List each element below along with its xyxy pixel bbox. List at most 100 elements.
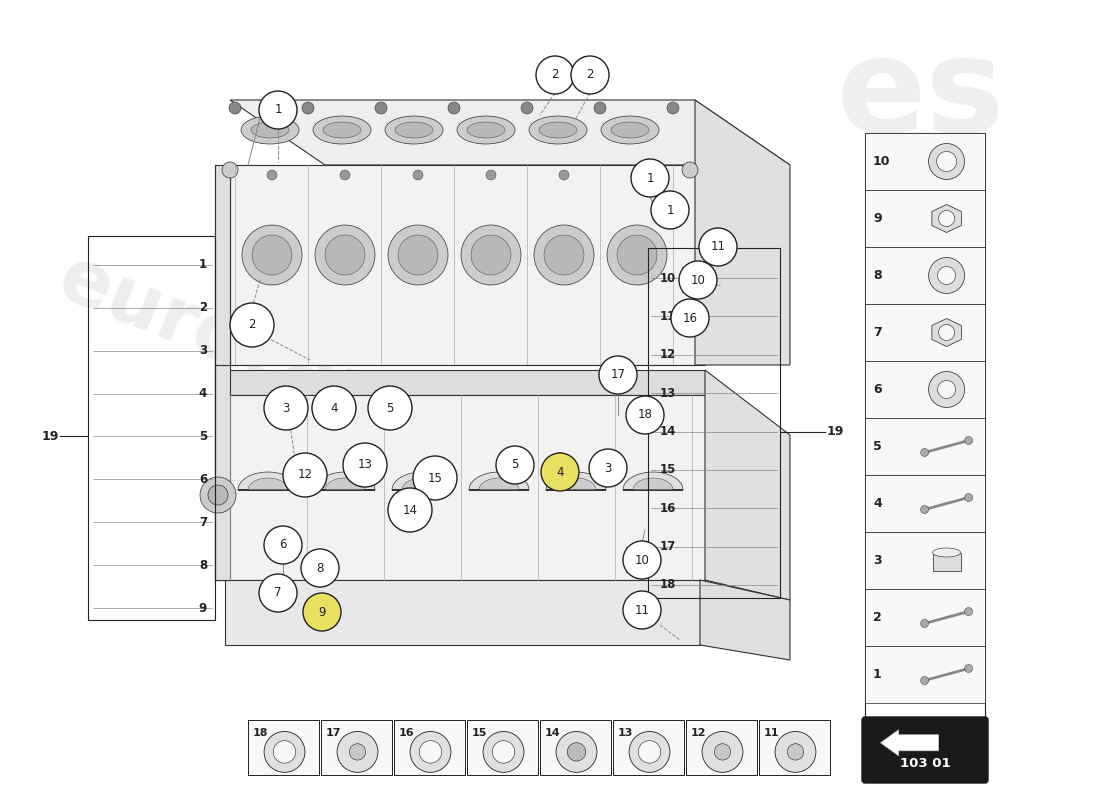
Circle shape (559, 170, 569, 180)
Polygon shape (932, 205, 961, 233)
Text: 19: 19 (826, 425, 844, 438)
Circle shape (521, 102, 534, 114)
Bar (865, 361, 984, 418)
Circle shape (315, 225, 375, 285)
Text: 15: 15 (660, 463, 676, 476)
Circle shape (375, 102, 387, 114)
Text: 6: 6 (873, 383, 881, 396)
Circle shape (594, 102, 606, 114)
Text: 11: 11 (711, 241, 726, 254)
Text: 13: 13 (660, 386, 676, 400)
Text: 17: 17 (610, 369, 626, 382)
Text: 11: 11 (635, 603, 649, 617)
Circle shape (337, 731, 378, 772)
Polygon shape (632, 478, 673, 490)
Circle shape (788, 744, 804, 760)
Text: 5: 5 (199, 430, 207, 443)
Circle shape (928, 143, 965, 179)
Circle shape (264, 731, 305, 772)
Circle shape (368, 386, 412, 430)
Text: 10: 10 (873, 155, 891, 168)
Circle shape (410, 731, 451, 772)
Text: 10: 10 (660, 271, 676, 285)
Text: 4: 4 (557, 466, 563, 478)
Text: 2: 2 (586, 69, 594, 82)
Circle shape (921, 677, 928, 685)
Ellipse shape (468, 122, 505, 138)
Circle shape (208, 485, 228, 505)
Circle shape (928, 371, 965, 407)
Text: 2: 2 (873, 611, 882, 624)
Circle shape (568, 742, 585, 761)
Circle shape (264, 386, 308, 430)
Ellipse shape (395, 122, 433, 138)
Circle shape (258, 574, 297, 612)
Circle shape (607, 225, 667, 285)
Circle shape (267, 170, 277, 180)
Polygon shape (238, 472, 298, 490)
Circle shape (324, 235, 365, 275)
Polygon shape (324, 478, 365, 490)
Text: 9: 9 (873, 212, 881, 225)
Circle shape (776, 731, 816, 772)
Polygon shape (248, 478, 288, 490)
Bar (865, 133, 984, 190)
Text: 8: 8 (873, 269, 881, 282)
FancyArrow shape (881, 730, 938, 756)
Circle shape (544, 235, 584, 275)
Text: 15: 15 (471, 728, 486, 738)
Text: 2: 2 (249, 318, 255, 331)
Ellipse shape (385, 116, 443, 144)
Text: 8: 8 (317, 562, 323, 574)
Text: 10: 10 (691, 274, 705, 286)
Text: 16: 16 (682, 311, 697, 325)
Polygon shape (695, 100, 790, 365)
Circle shape (671, 299, 710, 337)
Text: 3: 3 (283, 402, 289, 414)
Circle shape (230, 303, 274, 347)
Text: 7: 7 (873, 326, 882, 339)
Text: 14: 14 (403, 503, 418, 517)
Polygon shape (623, 472, 683, 490)
Circle shape (264, 526, 303, 564)
Circle shape (343, 443, 387, 487)
Bar (88, 236, 214, 620)
Ellipse shape (456, 116, 515, 144)
Circle shape (702, 731, 743, 772)
Text: a passion for cars since 1985: a passion for cars since 1985 (282, 520, 598, 640)
Ellipse shape (314, 116, 371, 144)
Polygon shape (230, 165, 695, 365)
Text: 2: 2 (551, 69, 559, 82)
Circle shape (714, 744, 730, 760)
Circle shape (541, 453, 579, 491)
Text: 12: 12 (691, 728, 706, 738)
Text: 103 01: 103 01 (900, 757, 950, 770)
Bar (865, 247, 984, 304)
Circle shape (486, 170, 496, 180)
Ellipse shape (601, 116, 659, 144)
Text: 13: 13 (617, 728, 632, 738)
Ellipse shape (529, 116, 587, 144)
Circle shape (301, 549, 339, 587)
FancyBboxPatch shape (862, 717, 988, 783)
Circle shape (412, 170, 424, 180)
Circle shape (283, 453, 327, 497)
Circle shape (965, 607, 972, 615)
Circle shape (626, 396, 664, 434)
Circle shape (483, 731, 524, 772)
Circle shape (412, 456, 456, 500)
Circle shape (623, 541, 661, 579)
Circle shape (258, 91, 297, 129)
Circle shape (679, 261, 717, 299)
Circle shape (242, 225, 302, 285)
Circle shape (600, 356, 637, 394)
Circle shape (588, 449, 627, 487)
Bar (865, 475, 984, 532)
Circle shape (682, 162, 698, 178)
Circle shape (571, 56, 609, 94)
Text: 4: 4 (873, 497, 882, 510)
Text: es: es (836, 31, 1004, 158)
Bar (865, 646, 984, 703)
Bar (865, 133, 984, 718)
Circle shape (938, 210, 955, 226)
